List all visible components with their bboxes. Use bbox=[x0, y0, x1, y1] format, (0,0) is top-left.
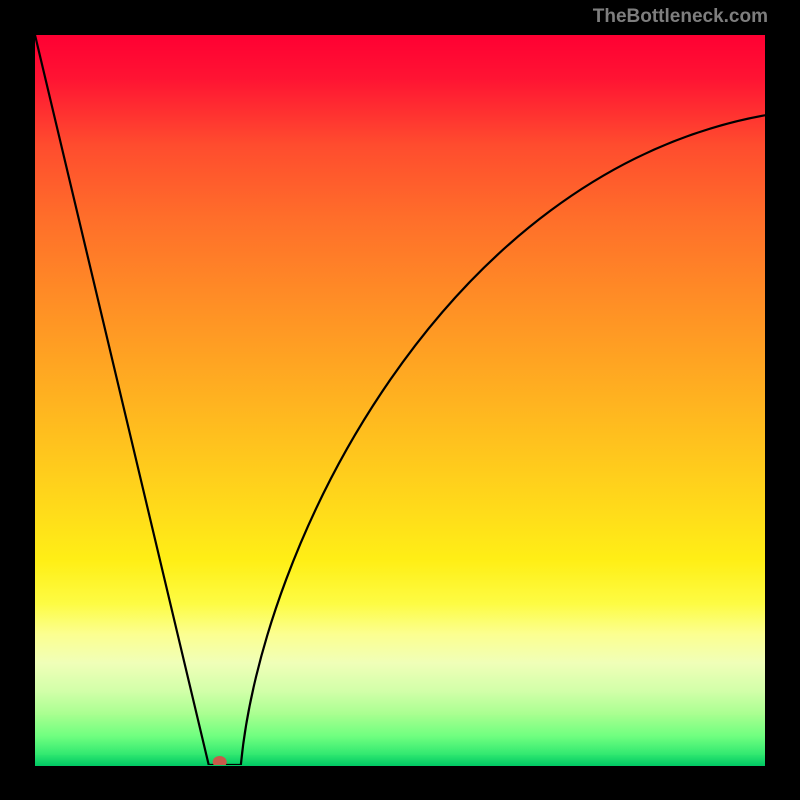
gradient-band bbox=[35, 692, 765, 715]
gradient-band bbox=[35, 79, 765, 145]
gradient-band bbox=[35, 604, 765, 634]
gradient-band bbox=[35, 561, 765, 606]
gradient-band bbox=[35, 437, 765, 511]
gradient-band bbox=[35, 663, 765, 693]
gradient-band bbox=[35, 754, 765, 766]
gradient-band bbox=[35, 35, 765, 80]
gradient-band bbox=[35, 634, 765, 664]
gradient-band bbox=[35, 364, 765, 438]
watermark-text: TheBottleneck.com bbox=[593, 6, 768, 28]
gradient-band bbox=[35, 736, 765, 755]
gradient-band bbox=[35, 291, 765, 365]
gradient-band bbox=[35, 510, 765, 562]
gradient-band bbox=[35, 218, 765, 292]
bottleneck-chart bbox=[35, 35, 765, 765]
gradient-band bbox=[35, 714, 765, 737]
gradient-band bbox=[35, 145, 765, 219]
